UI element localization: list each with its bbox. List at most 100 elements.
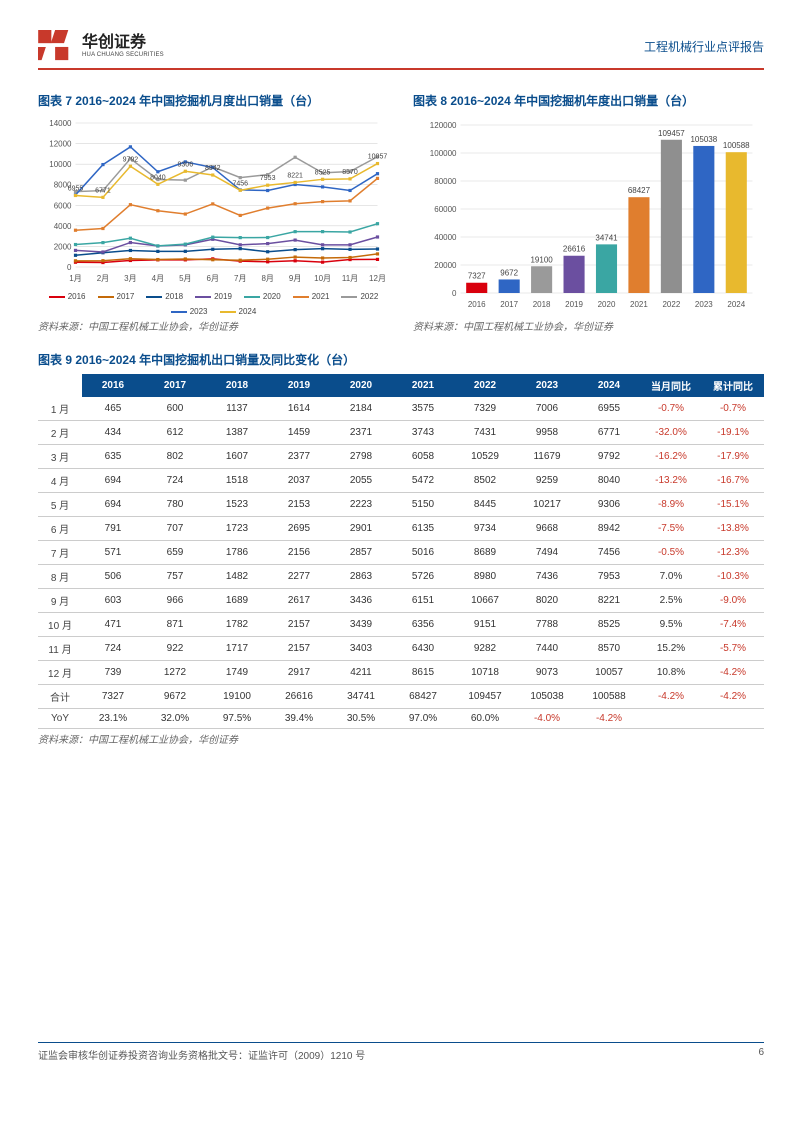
table-cell: 2055 [330,469,392,493]
table-cell: 19100 [206,685,268,709]
table-header-cell: 2018 [206,374,268,397]
svg-text:9792: 9792 [123,156,139,163]
table-row: 12 月739127217492917421186151071890731005… [38,661,764,685]
table-cell: -4.2% [702,685,764,709]
table-cell: 2371 [330,421,392,445]
svg-text:120000: 120000 [430,121,457,130]
table-cell [702,709,764,729]
table-cell: 97.5% [206,709,268,729]
svg-text:9月: 9月 [289,274,301,283]
svg-text:105038: 105038 [690,135,717,144]
table-cell: 8615 [392,661,454,685]
logo-cn-text: 华创证券 [82,34,164,52]
table-cell: 2798 [330,445,392,469]
svg-text:12000: 12000 [49,140,72,149]
table-cell: 23.1% [82,709,144,729]
table-cell: 10057 [578,661,640,685]
table-cell: 1723 [206,517,268,541]
svg-text:7327: 7327 [468,272,486,281]
table-row: 2 月4346121387145923713743743199586771-32… [38,421,764,445]
table-cell: 600 [144,397,206,421]
table-cell: -4.2% [640,685,702,709]
table-cell: 2157 [268,613,330,637]
table-cell: 2695 [268,517,330,541]
table-cell: 612 [144,421,206,445]
table9-title: 图表 9 2016~2024 年中国挖掘机出口销量及同比变化（台） [38,351,764,368]
table-cell: -16.2% [640,445,702,469]
svg-text:20000: 20000 [434,261,457,270]
table-row: 合计73279672191002661634741684271094571050… [38,685,764,709]
table-cell: 1717 [206,637,268,661]
table-cell: 739 [82,661,144,685]
table-cell: -0.7% [702,397,764,421]
table-cell: -7.4% [702,613,764,637]
table-cell: 30.5% [330,709,392,729]
svg-text:2023: 2023 [695,300,713,309]
svg-text:11月: 11月 [342,274,358,283]
svg-text:14000: 14000 [49,119,72,128]
table-cell: 100588 [578,685,640,709]
table-cell: 2277 [268,565,330,589]
table-header-cell [38,374,82,397]
table-row: 7 月5716591786215628575016868974947456-0.… [38,541,764,565]
table-cell: -32.0% [640,421,702,445]
table-cell: 10718 [454,661,516,685]
svg-text:6771: 6771 [95,187,111,194]
table-cell: 2184 [330,397,392,421]
logo-en-text: HUA CHUANG SECURITIES [82,52,164,59]
table-cell: 6771 [578,421,640,445]
svg-text:60000: 60000 [434,205,457,214]
table-cell: 9259 [516,469,578,493]
svg-text:9306: 9306 [178,161,194,168]
table-header-row: 201620172018201920202021202220232024当月同比… [38,374,764,397]
table-cell: 724 [144,469,206,493]
legend-item: 2023 [171,307,208,316]
table-cell: 603 [82,589,144,613]
table-cell: 10529 [454,445,516,469]
table-cell: -10.3% [702,565,764,589]
table-cell: 1607 [206,445,268,469]
table-cell: 15.2% [640,637,702,661]
svg-text:6955: 6955 [68,185,84,192]
table-row: 11 月724922171721573403643092827440857015… [38,637,764,661]
table-cell: 1137 [206,397,268,421]
table-cell: 471 [82,613,144,637]
table-cell: -13.2% [640,469,702,493]
brand-logo: 华创证券 HUA CHUANG SECURITIES [38,30,164,62]
table-cell: -0.7% [640,397,702,421]
table-cell: -17.9% [702,445,764,469]
table-cell: 506 [82,565,144,589]
table-header-cell: 2022 [454,374,516,397]
table-row: 1 月4656001137161421843575732970066955-0.… [38,397,764,421]
table-cell [640,709,702,729]
table-cell: 8689 [454,541,516,565]
table-cell: 5016 [392,541,454,565]
svg-text:2000: 2000 [54,242,72,251]
table-cell: 465 [82,397,144,421]
table-cell: 2.5% [640,589,702,613]
table-cell: 2037 [268,469,330,493]
table-cell: 871 [144,613,206,637]
table-cell: 1482 [206,565,268,589]
table-cell: 6135 [392,517,454,541]
legend-item: 2017 [98,292,135,301]
svg-text:10057: 10057 [368,154,388,161]
svg-text:3月: 3月 [124,274,136,283]
table-cell: 9 月 [38,589,82,613]
table-cell: 7456 [578,541,640,565]
table-cell: 1387 [206,421,268,445]
table-cell: 8525 [578,613,640,637]
page-footer: 证监会审核华创证券投资咨询业务资格批文号：证监许可（2009）1210 号 6 [38,1042,764,1062]
table-cell: 707 [144,517,206,541]
table-header-cell: 当月同比 [640,374,702,397]
table-cell: 26616 [268,685,330,709]
table-cell: 10.8% [640,661,702,685]
svg-text:6000: 6000 [54,201,72,210]
table-cell: 9672 [144,685,206,709]
table-cell: 6430 [392,637,454,661]
svg-text:8040: 8040 [150,174,166,181]
svg-text:0: 0 [67,263,72,272]
table-cell: 9668 [516,517,578,541]
table-header-cell: 2020 [330,374,392,397]
table-cell: 3436 [330,589,392,613]
